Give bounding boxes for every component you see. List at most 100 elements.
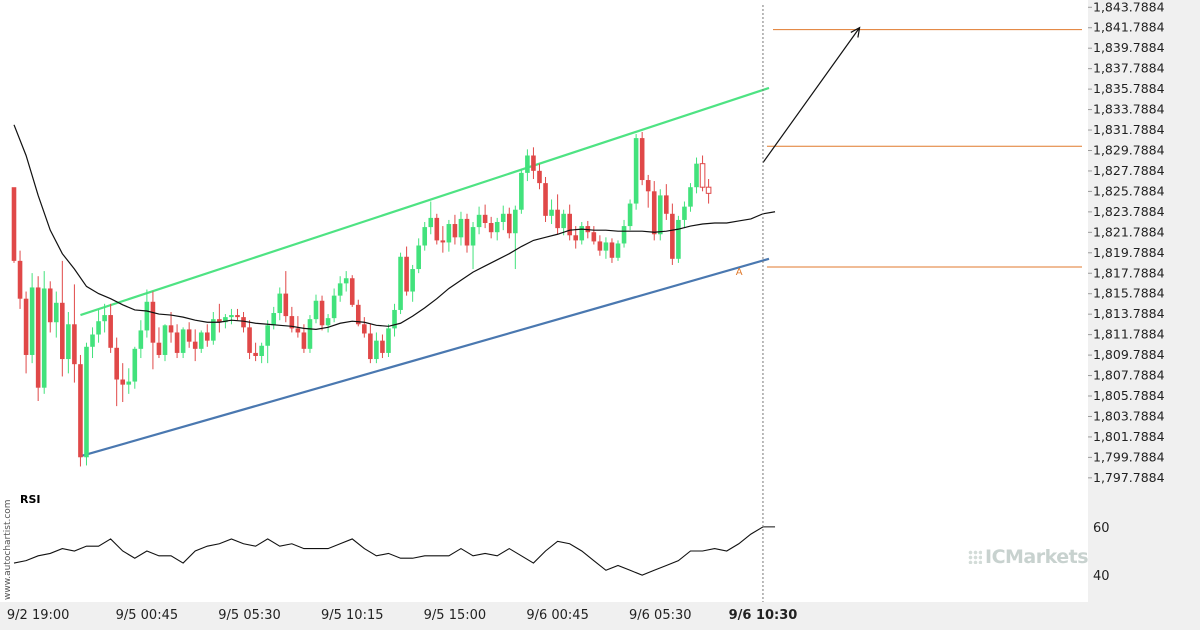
price-tick-label: 1,815.7884	[1093, 286, 1165, 301]
candle-body	[434, 217, 440, 241]
projection	[762, 26, 861, 164]
price-tick-label: 1,813.7884	[1093, 306, 1165, 321]
candle-body	[543, 183, 548, 216]
candle-body	[259, 345, 264, 356]
candle-body	[392, 309, 397, 329]
candle-body	[132, 348, 138, 382]
candle-body	[374, 340, 379, 360]
candle-body	[404, 256, 409, 292]
candle-body	[482, 214, 488, 224]
candle-body	[60, 302, 65, 360]
candle-body	[694, 163, 699, 188]
candle-body	[120, 379, 126, 385]
candle-body	[247, 327, 252, 353]
candle-body	[108, 315, 113, 348]
candle-body	[11, 187, 17, 261]
candle-body	[331, 295, 337, 319]
candle-body	[428, 217, 434, 228]
icmarkets-logo: ICMarkets	[968, 546, 1089, 568]
candle-body	[17, 260, 23, 299]
time-tick-label: 9/2 19:00	[7, 608, 70, 623]
candle-body	[464, 218, 470, 246]
candle-body	[506, 213, 512, 234]
candle-body	[102, 315, 107, 322]
candle-body	[114, 347, 119, 380]
candle-body	[47, 288, 53, 323]
lower-channel-line	[80, 257, 770, 458]
candle-body	[174, 332, 180, 353]
price-tick-label: 1,843.7884	[1093, 0, 1165, 14]
price-tick-label: 1,809.7884	[1093, 347, 1165, 362]
price-tick-label: 1,811.7884	[1093, 327, 1165, 342]
price-tick-label: 1,823.7884	[1093, 204, 1165, 219]
candle-body	[78, 364, 83, 458]
candle-body	[639, 138, 645, 181]
candle-body	[241, 317, 246, 328]
candle-body	[162, 325, 168, 355]
candle-body	[380, 340, 385, 353]
candle-body	[567, 213, 572, 236]
price-tick-label: 1,839.7884	[1093, 40, 1165, 55]
candle-body	[410, 269, 415, 292]
candle-body	[500, 213, 506, 222]
candle-body	[603, 242, 609, 251]
candle-body	[422, 227, 428, 246]
candle-body	[271, 313, 277, 326]
candle-body	[90, 334, 95, 347]
upper-channel-line	[80, 86, 770, 317]
candle-body	[295, 328, 301, 333]
time-tick-labels: 9/2 19:00 9/5 00:45 9/5 05:30 9/5 10:15 9/5 …	[7, 608, 797, 623]
candle-body	[72, 324, 77, 365]
candle-body	[651, 191, 657, 235]
candle-body	[525, 155, 530, 173]
time-tick-label: 9/5 10:15	[321, 608, 384, 623]
price-tick-label: 1,805.7884	[1093, 388, 1165, 403]
candle-body	[458, 218, 464, 238]
time-tick-label: 9/6 00:45	[526, 608, 589, 623]
price-tick-label: 1,825.7884	[1093, 183, 1165, 198]
candle-body	[591, 232, 597, 242]
candle-body	[494, 221, 500, 233]
candle-body	[144, 301, 150, 331]
candle-body	[682, 206, 687, 220]
candle-body	[476, 214, 482, 228]
candle-body	[561, 213, 566, 229]
candle-body	[29, 287, 35, 355]
candle-body	[180, 329, 186, 353]
price-tick-label: 1,807.7884	[1093, 368, 1165, 383]
price-tick-label: 1,799.7884	[1093, 449, 1165, 464]
price-axis-panel	[1088, 0, 1200, 630]
price-tick-label: 1,829.7884	[1093, 142, 1165, 157]
candle-body	[609, 242, 615, 258]
candle-body	[319, 300, 325, 326]
candle-body	[23, 298, 29, 355]
pattern-point-label: A	[736, 267, 743, 278]
price-tick-label: 1,803.7884	[1093, 408, 1165, 423]
candle-body	[615, 243, 621, 258]
candles	[11, 131, 712, 467]
candle-body	[337, 283, 343, 296]
candle-body	[537, 170, 542, 184]
candle-body	[301, 332, 307, 349]
moving-average-line	[13, 124, 776, 330]
time-tick-label: 9/6 05:30	[629, 608, 692, 623]
price-tick-label: 1,833.7884	[1093, 102, 1165, 117]
time-axis-panel	[0, 602, 1200, 630]
candle-body	[84, 346, 89, 458]
candle-body	[138, 330, 144, 349]
candle-body	[307, 319, 313, 349]
candle-body	[325, 318, 331, 326]
candle-body	[223, 317, 228, 323]
candle-body	[621, 226, 627, 244]
price-tick-label: 1,797.7884	[1093, 470, 1165, 485]
candle-body	[398, 256, 403, 310]
candle-body	[688, 187, 693, 207]
candle-body	[573, 235, 579, 241]
candle-body	[368, 333, 373, 360]
candle-body	[349, 278, 355, 305]
price-tick-label: 1,827.7884	[1093, 163, 1165, 178]
candle-body	[192, 341, 198, 349]
